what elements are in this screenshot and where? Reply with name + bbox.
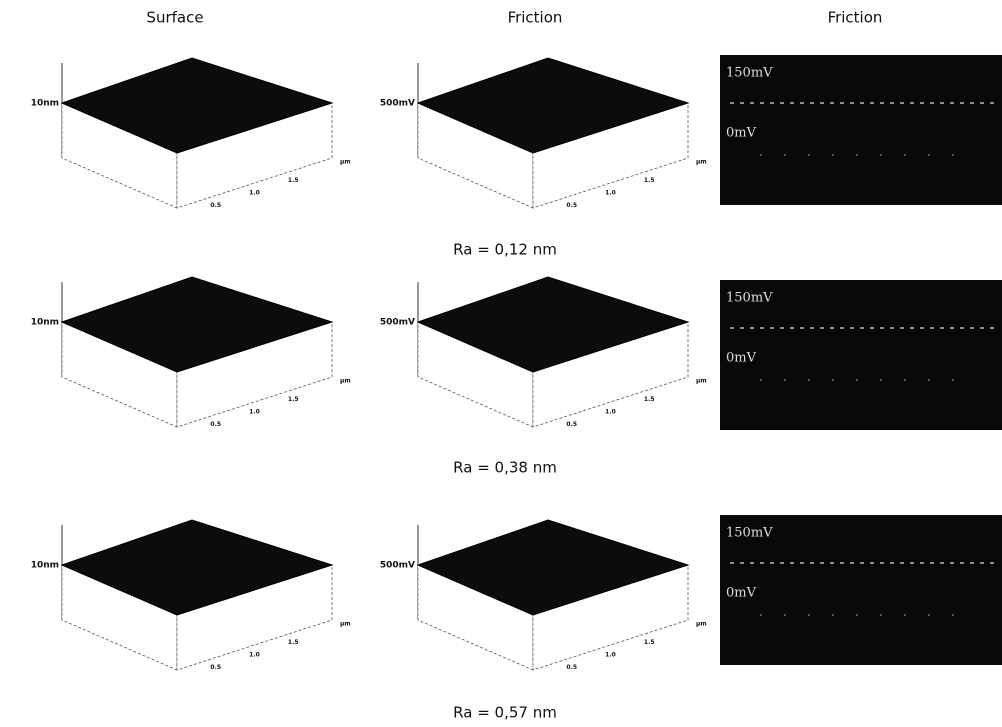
unit-label: µm bbox=[340, 159, 351, 166]
tick-label: 1.0 bbox=[249, 409, 260, 416]
tick-label: 1.0 bbox=[605, 652, 616, 659]
tick-label: 0.5 bbox=[210, 202, 221, 209]
axis-label: 10nm bbox=[31, 99, 59, 109]
tick-label: 1.5 bbox=[288, 639, 299, 646]
column-header: Friction bbox=[828, 9, 883, 27]
trace-label: 150mV bbox=[726, 291, 773, 306]
tick-label: 1.5 bbox=[288, 396, 299, 403]
trace-label: 0mV bbox=[726, 351, 757, 366]
figure: Surface Friction Friction 10nm 0.5 1.0 1.5 µm 50… bbox=[0, 0, 1002, 727]
tick-label: 0.5 bbox=[566, 202, 577, 209]
roughness-label: Ra = 0,38 nm bbox=[453, 459, 557, 477]
tick-label: 0.5 bbox=[210, 664, 221, 671]
axis-label: 500mV bbox=[380, 561, 415, 571]
axis-label: 10nm bbox=[31, 561, 59, 571]
roughness-label: Ra = 0,57 nm bbox=[453, 704, 557, 722]
unit-label: µm bbox=[696, 378, 707, 385]
axis-label: 500mV bbox=[380, 318, 415, 328]
tick-label: 1.5 bbox=[644, 396, 655, 403]
tick-label: 0.5 bbox=[210, 421, 221, 428]
tick-label: 1.0 bbox=[249, 652, 260, 659]
trace-label: 150mV bbox=[726, 66, 773, 81]
tick-label: 0.5 bbox=[566, 421, 577, 428]
column-header: Friction bbox=[508, 9, 563, 27]
unit-label: µm bbox=[340, 621, 351, 628]
column-header: Surface bbox=[146, 9, 203, 27]
tick-label: 1.5 bbox=[288, 177, 299, 184]
tick-label: 1.0 bbox=[249, 190, 260, 197]
trace-label: 0mV bbox=[726, 126, 757, 141]
axis-label: 500mV bbox=[380, 99, 415, 109]
axis-label: 10nm bbox=[31, 318, 59, 328]
unit-label: µm bbox=[696, 159, 707, 166]
trace-label: 0mV bbox=[726, 586, 757, 601]
roughness-label: Ra = 0,12 nm bbox=[453, 241, 557, 259]
unit-label: µm bbox=[340, 378, 351, 385]
trace-label: 150mV bbox=[726, 526, 773, 541]
tick-label: 1.5 bbox=[644, 639, 655, 646]
tick-label: 1.0 bbox=[605, 190, 616, 197]
tick-label: 1.0 bbox=[605, 409, 616, 416]
tick-label: 1.5 bbox=[644, 177, 655, 184]
unit-label: µm bbox=[696, 621, 707, 628]
tick-label: 0.5 bbox=[566, 664, 577, 671]
